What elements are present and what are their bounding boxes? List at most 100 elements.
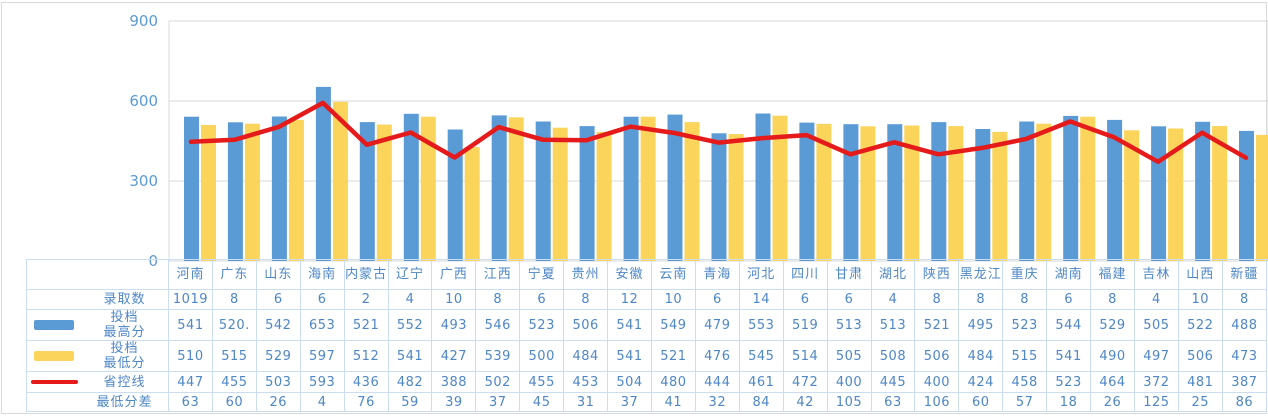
value-cell: 515 (211, 340, 257, 372)
value-cell: 513 (826, 309, 872, 341)
max-score-bar (359, 122, 375, 261)
value-cell: 521 (914, 309, 960, 341)
category-cell: 内蒙古 (343, 259, 389, 290)
min-score-bar (1080, 116, 1096, 261)
value-cell: 125 (1133, 392, 1179, 412)
value-cell: 523 (519, 309, 565, 341)
max-score-bar (799, 122, 815, 261)
value-cell: 514 (782, 340, 828, 372)
category-row: 河南 广东 山东 海南 内蒙古 辽宁 广西 江西 宁夏 贵州 安徽 云南 青海 河北 四川 甘肃 湖北 陕西 黑龙江… (26, 259, 1268, 290)
max-score-bar (843, 124, 859, 261)
value-cell: 18 (1046, 392, 1092, 412)
value-cell: 488 (1221, 309, 1268, 341)
value-cell: 484 (563, 340, 609, 372)
value-cell: 497 (1133, 340, 1179, 372)
value-cell: 8 (475, 289, 521, 310)
table-row: 省控线 447 455 503 593 436 482 388 502 455 453 504 480 4… (26, 371, 1268, 393)
value-cell: 6 (694, 289, 740, 310)
max-score-bar (623, 116, 639, 261)
bar-legend-icon (34, 320, 74, 330)
min-score-bar (1256, 134, 1268, 261)
value-cell: 2 (343, 289, 389, 310)
value-cell: 520. (211, 309, 257, 341)
value-cell: 6 (255, 289, 301, 310)
value-cell: 4 (1133, 289, 1179, 310)
value-cell: 105 (826, 392, 872, 412)
max-score-bar (447, 129, 463, 261)
value-cell: 495 (958, 309, 1004, 341)
value-cell: 37 (475, 392, 521, 412)
legend-key (28, 320, 82, 330)
value-cell: 490 (1090, 340, 1135, 372)
value-cell: 458 (1002, 371, 1048, 393)
value-cell: 41 (650, 392, 696, 412)
value-cell: 6 (1046, 289, 1092, 310)
table-row: 录取数 1019 8 6 6 2 4 10 8 6 8 12 10 6 14 6 6 4 8 8 8 6 8 4 10 8 (26, 289, 1268, 310)
min-score-bar (1036, 123, 1052, 261)
min-score-bar (1212, 126, 1228, 261)
category-cell: 广东 (211, 259, 257, 290)
category-cell: 辽宁 (387, 259, 433, 290)
row-label: 投档 最高分 (26, 309, 169, 341)
min-score-bar (1168, 128, 1184, 261)
value-cell: 387 (1221, 371, 1268, 393)
y-axis-tick-label: 600 (129, 92, 158, 110)
category-cell: 海南 (299, 259, 345, 290)
value-cell: 26 (255, 392, 301, 412)
legend-key (28, 351, 82, 361)
value-cell: 476 (694, 340, 740, 372)
max-score-bar (227, 122, 243, 261)
value-cell: 10 (431, 289, 477, 310)
min-score-bar (860, 126, 876, 261)
value-cell: 32 (694, 392, 740, 412)
value-cell: 427 (431, 340, 477, 372)
value-cell: 6 (782, 289, 828, 310)
category-cell: 河北 (738, 259, 784, 290)
value-cell: 513 (870, 309, 916, 341)
value-cell: 500 (519, 340, 565, 372)
value-cell: 593 (299, 371, 345, 393)
row-label-text: 最低分差 (96, 394, 153, 410)
min-score-bar (420, 116, 436, 261)
value-cell: 37 (607, 392, 652, 412)
value-cell: 388 (431, 371, 477, 393)
value-cell: 86 (1221, 392, 1268, 412)
category-cell: 新疆 (1221, 259, 1268, 290)
value-cell: 6 (299, 289, 345, 310)
value-cell: 552 (387, 309, 433, 341)
min-score-bar (508, 117, 524, 261)
table-row: 最低分差 63 60 26 4 76 59 39 37 45 31 37 41 32 84 42 105 63 10… (26, 392, 1268, 412)
value-cell: 63 (168, 392, 213, 412)
min-score-bar (816, 123, 832, 262)
min-score-bar (728, 134, 744, 261)
value-cell: 60 (211, 392, 257, 412)
category-cell: 甘肃 (826, 259, 872, 290)
value-cell: 546 (475, 309, 521, 341)
value-cell: 597 (299, 340, 345, 372)
category-cell: 黑龙江 (958, 259, 1004, 290)
value-cell: 4 (299, 392, 345, 412)
value-cell: 12 (607, 289, 652, 310)
min-score-bar (332, 101, 348, 261)
value-cell: 479 (694, 309, 740, 341)
max-score-bar (887, 124, 903, 261)
value-cell: 506 (914, 340, 960, 372)
value-cell: 45 (519, 392, 565, 412)
value-cell: 4 (870, 289, 916, 310)
max-score-bar (1195, 121, 1211, 261)
value-cell: 6 (826, 289, 872, 310)
min-score-bar (244, 123, 260, 261)
value-cell: 6 (519, 289, 565, 310)
control-line-series (188, 100, 1249, 165)
value-cell: 57 (1002, 392, 1048, 412)
value-cell: 529 (1090, 309, 1135, 341)
value-cell: 541 (168, 309, 213, 341)
value-cell: 4 (387, 289, 433, 310)
category-cell: 安徽 (607, 259, 652, 290)
value-cell: 504 (607, 371, 652, 393)
max-score-bar (1239, 130, 1254, 261)
value-cell: 508 (870, 340, 916, 372)
value-cell: 63 (870, 392, 916, 412)
